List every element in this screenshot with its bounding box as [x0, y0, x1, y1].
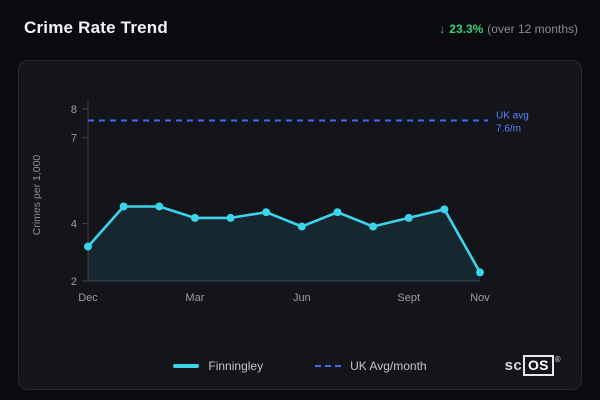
legend-label: Finningley — [208, 359, 264, 373]
registered-mark: ® — [554, 355, 561, 364]
y-tick-label: 7 — [71, 133, 77, 145]
down-arrow-icon: ↓ — [439, 22, 446, 36]
legend-item-uk-avg[interactable]: UK Avg/month — [315, 359, 427, 373]
chart-panel: 2 4 7 8 Dec Mar Jun Sept Nov Crimes per 1,000 UK a… — [18, 60, 582, 390]
finningley-line-swatch — [173, 364, 200, 368]
data-point-marker — [119, 202, 128, 211]
y-axis-title: Crimes per 1,000 — [31, 155, 43, 236]
series-area — [88, 206, 480, 281]
series-line — [86, 205, 482, 274]
data-point-marker — [262, 208, 271, 217]
data-point-marker — [333, 208, 342, 217]
trend-delta-value: 23.3% — [449, 22, 484, 36]
legend-item-finningley[interactable]: Finningley — [173, 359, 263, 373]
scos-logo: sc OS ® — [505, 355, 561, 376]
data-point-marker — [440, 205, 449, 214]
logo-boxed-os: OS — [522, 355, 554, 376]
data-point-marker — [404, 213, 413, 222]
legend-label: UK Avg/month — [350, 359, 427, 373]
uk-avg-value-label: 7.6/m — [496, 123, 521, 134]
data-point-marker — [369, 222, 378, 231]
data-point-marker — [297, 222, 306, 231]
data-point-marker — [226, 213, 235, 222]
trend-delta: ↓ 23.3% (over 12 months) — [439, 22, 578, 36]
y-tick-label: 8 — [71, 104, 77, 116]
trend-delta-caption: (over 12 months) — [487, 22, 578, 36]
crime-trend-chart-svg: 2 4 7 8 Dec Mar Jun Sept Nov Crimes per 1,000 UK a… — [31, 101, 529, 304]
uk-avg-dashed-swatch — [315, 365, 342, 367]
x-tick-label: Sept — [397, 292, 420, 304]
x-tick-label: Nov — [470, 292, 490, 304]
uk-avg-label: UK avg — [496, 110, 529, 121]
data-point-marker — [190, 213, 199, 222]
page-title: Crime Rate Trend — [24, 18, 168, 37]
x-tick-label: Dec — [78, 292, 98, 304]
logo-prefix: sc — [504, 357, 522, 374]
y-tick-label: 4 — [71, 219, 77, 231]
x-tick-label: Mar — [185, 292, 204, 304]
x-tick-label: Jun — [293, 292, 311, 304]
data-point-marker — [476, 268, 484, 277]
data-point-marker — [155, 202, 164, 211]
header: Crime Rate Trend ↓ 23.3% (over 12 months… — [24, 18, 578, 38]
chart-legend: Finningley UK Avg/month — [19, 359, 581, 373]
data-point-marker — [84, 242, 92, 251]
y-tick-label: 2 — [71, 276, 77, 288]
